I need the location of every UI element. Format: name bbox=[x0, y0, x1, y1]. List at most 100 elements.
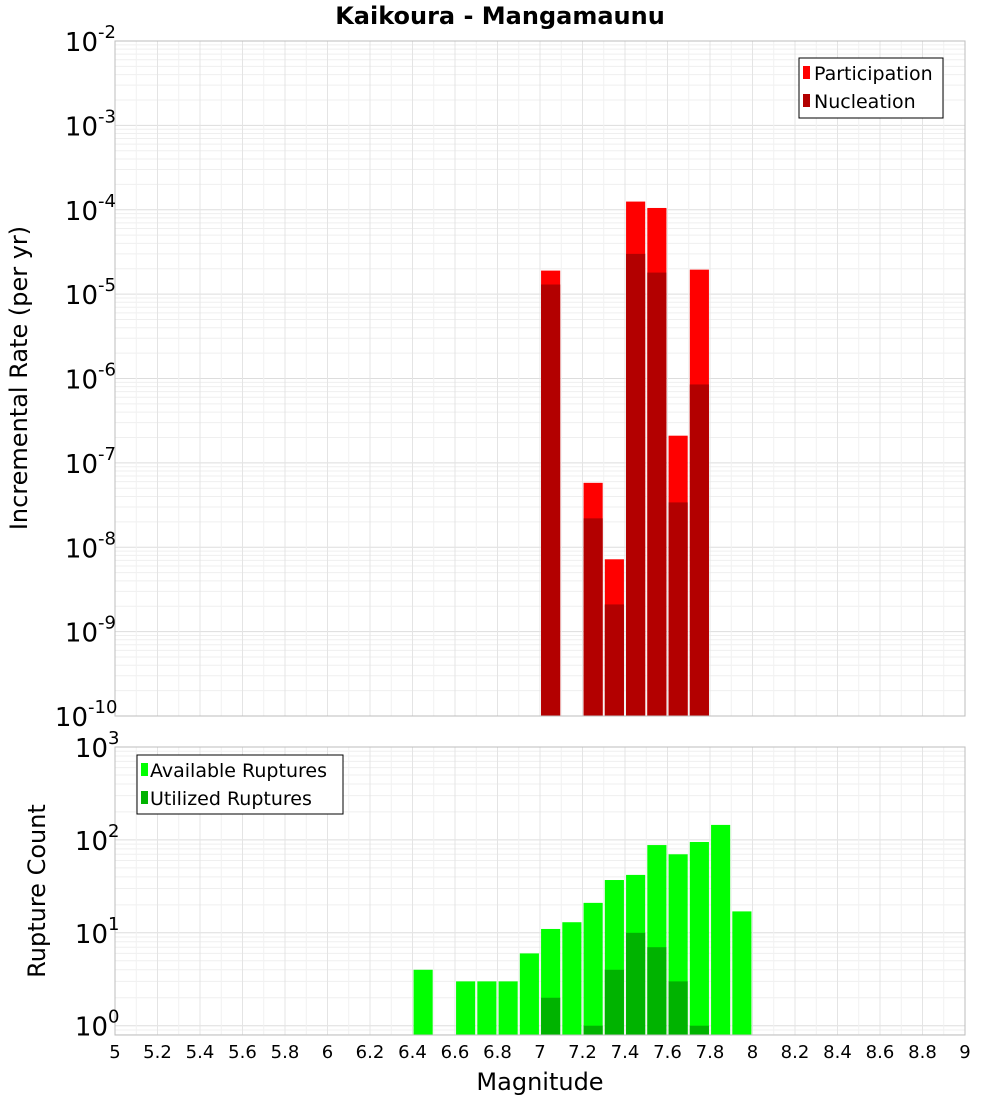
y-tick-exponent: -8 bbox=[98, 528, 116, 549]
magnitude-x-ticks: 5 5.2 5.4 5.6 5.8 6 6.2 6.4 6.6 6.8 7 7.2 7.4 7.6 7.8 8… bbox=[109, 1042, 970, 1063]
bar-nucleation bbox=[583, 518, 603, 716]
count-y-axis-label: Rupture Count bbox=[23, 804, 51, 978]
x-tick-label: 8.2 bbox=[781, 1042, 810, 1063]
bar-nucleation bbox=[604, 604, 624, 716]
x-tick-label: 6.4 bbox=[398, 1042, 427, 1063]
magnitude-x-axis-label: Magnitude bbox=[476, 1068, 603, 1096]
x-tick-label: 5 bbox=[109, 1042, 120, 1063]
rate-plot-grid bbox=[114, 40, 966, 717]
x-tick-label: 6.8 bbox=[483, 1042, 512, 1063]
rate-plot-frame bbox=[114, 40, 966, 717]
bar-available-ruptures bbox=[456, 981, 476, 1035]
count-y-tick: 10 2 bbox=[75, 821, 120, 857]
y-tick-exponent: 3 bbox=[108, 728, 119, 749]
y-tick-label: 10 bbox=[65, 197, 98, 227]
y-tick-exponent: -10 bbox=[88, 697, 117, 718]
available-legend-label: Available Ruptures bbox=[150, 760, 327, 782]
x-tick-label: 7.2 bbox=[568, 1042, 597, 1063]
rate-y-tick: 10 -4 bbox=[65, 191, 116, 227]
x-tick-label: 6 bbox=[322, 1042, 333, 1063]
count-legend: Available Ruptures Utilized Ruptures bbox=[136, 754, 344, 815]
rate-y-tick: 10 -8 bbox=[65, 528, 116, 564]
x-tick-label: 9 bbox=[959, 1042, 970, 1063]
rate-y-tick: 10 -5 bbox=[65, 275, 116, 311]
bar-available-ruptures bbox=[711, 824, 731, 1035]
y-tick-exponent: -7 bbox=[98, 444, 116, 465]
x-tick-label: 5.4 bbox=[186, 1042, 215, 1063]
available-legend-swatch bbox=[141, 763, 148, 776]
rate-legend: Participation Nucleation bbox=[798, 57, 944, 119]
bar-utilized-ruptures bbox=[604, 969, 624, 1035]
bar-available-ruptures bbox=[583, 902, 603, 1035]
utilized-legend-swatch bbox=[141, 791, 148, 804]
y-tick-label: 10 bbox=[65, 619, 98, 649]
y-tick-label: 10 bbox=[65, 112, 98, 142]
y-tick-exponent: -2 bbox=[98, 22, 116, 43]
rate-legend-box bbox=[798, 57, 944, 119]
y-tick-exponent: -9 bbox=[98, 613, 116, 634]
y-tick-exponent: -6 bbox=[98, 360, 116, 381]
x-tick-label: 8.6 bbox=[866, 1042, 895, 1063]
x-tick-label: 7.4 bbox=[611, 1042, 640, 1063]
y-tick-label: 10 bbox=[65, 534, 98, 564]
nucleation-legend-swatch bbox=[803, 94, 810, 107]
x-tick-label: 8.8 bbox=[908, 1042, 937, 1063]
participation-legend-label: Participation bbox=[814, 63, 933, 85]
bar-utilized-ruptures bbox=[689, 1025, 709, 1035]
x-tick-label: 8.4 bbox=[823, 1042, 852, 1063]
y-tick-exponent: -5 bbox=[98, 275, 116, 296]
y-tick-label: 10 bbox=[75, 1013, 108, 1043]
x-tick-label: 5.8 bbox=[271, 1042, 300, 1063]
bar-utilized-ruptures bbox=[626, 932, 646, 1035]
x-tick-label: 7 bbox=[534, 1042, 545, 1063]
bar-available-ruptures bbox=[689, 841, 709, 1035]
y-tick-exponent: -4 bbox=[98, 191, 116, 212]
chart-title: Kaikoura - Mangamaunu bbox=[335, 2, 665, 30]
bar-available-ruptures bbox=[519, 953, 539, 1035]
bar-utilized-ruptures bbox=[541, 997, 561, 1035]
count-y-tick: 10 0 bbox=[75, 1007, 120, 1043]
count-y-tick: 10 1 bbox=[75, 914, 120, 950]
participation-legend-swatch bbox=[803, 66, 810, 79]
y-tick-exponent: -3 bbox=[98, 106, 116, 127]
utilized-legend-label: Utilized Ruptures bbox=[150, 788, 312, 810]
rate-y-tick: 10 -10 bbox=[55, 697, 118, 733]
nucleation-legend-label: Nucleation bbox=[814, 91, 916, 113]
bar-available-ruptures bbox=[413, 969, 433, 1035]
bar-utilized-ruptures bbox=[583, 1025, 603, 1035]
count-plot-bars bbox=[413, 824, 752, 1035]
x-tick-label: 8 bbox=[747, 1042, 758, 1063]
rate-y-tick: 10 -9 bbox=[65, 613, 116, 649]
bar-nucleation bbox=[668, 502, 688, 716]
bar-available-ruptures bbox=[498, 981, 518, 1035]
bar-utilized-ruptures bbox=[647, 947, 667, 1035]
bar-nucleation bbox=[626, 253, 646, 716]
x-tick-label: 5.6 bbox=[228, 1042, 257, 1063]
rate-plot-bars bbox=[541, 201, 709, 716]
bar-nucleation bbox=[689, 384, 709, 716]
rate-y-axis-label: Incremental Rate (per yr) bbox=[5, 226, 33, 530]
x-tick-label: 5.2 bbox=[143, 1042, 172, 1063]
bar-nucleation bbox=[647, 272, 667, 716]
count-y-tick: 10 3 bbox=[75, 728, 120, 764]
rate-y-tick: 10 -6 bbox=[65, 360, 116, 396]
rate-y-ticks: 10-210-310-410-510-610-710-810-910-10 bbox=[55, 22, 118, 733]
bar-available-ruptures bbox=[562, 922, 582, 1035]
x-tick-label: 7.8 bbox=[696, 1042, 725, 1063]
rate-y-tick: 10 -7 bbox=[65, 444, 116, 480]
rate-y-tick: 10 -3 bbox=[65, 106, 116, 142]
bar-utilized-ruptures bbox=[668, 981, 688, 1035]
bar-nucleation bbox=[541, 284, 561, 716]
y-tick-label: 10 bbox=[65, 450, 98, 480]
rate-y-tick: 10 -2 bbox=[65, 22, 116, 58]
bar-available-ruptures bbox=[477, 981, 497, 1035]
rate-plot: 10-210-310-410-510-610-710-810-910-10 Pa… bbox=[5, 22, 966, 733]
y-tick-label: 10 bbox=[65, 281, 98, 311]
y-tick-label: 10 bbox=[75, 734, 108, 764]
y-tick-label: 10 bbox=[55, 703, 88, 733]
y-tick-exponent: 0 bbox=[108, 1007, 119, 1028]
y-tick-label: 10 bbox=[75, 827, 108, 857]
